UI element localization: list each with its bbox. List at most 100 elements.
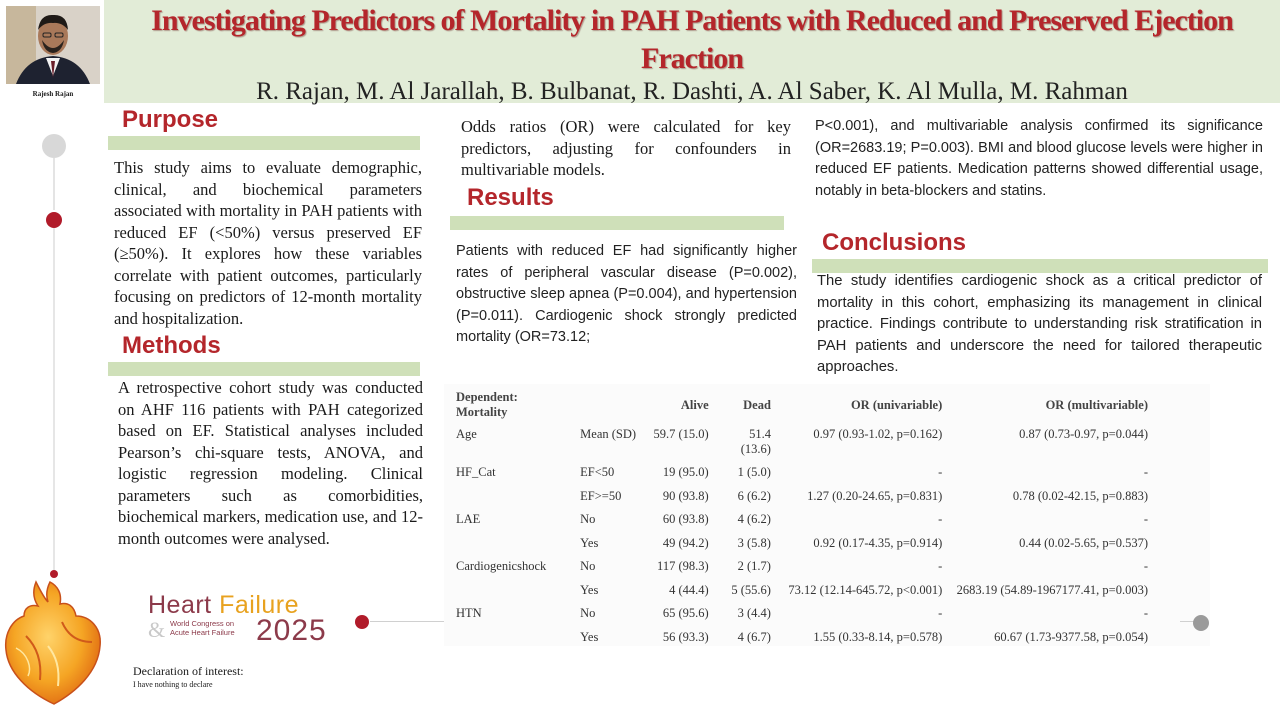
cell-variable xyxy=(452,630,576,654)
header-level xyxy=(576,390,643,419)
cell-or-multivariable: 2683.19 (54.89-1967177.41, p=0.003) xyxy=(956,582,1148,597)
table-row: Yes 56 (93.3) 4 (6.7) 1.55 (0.33-8.14, p=0.… xyxy=(452,630,1152,654)
purpose-heading: Purpose xyxy=(122,106,219,133)
cell-or-univariable: 1.55 (0.33-8.14, p=0.578) xyxy=(813,629,943,644)
timeline-dot-red xyxy=(46,212,62,228)
purpose-text: This study aims to evaluate demographic,… xyxy=(114,158,422,328)
poster-title: Investigating Predictors of Mortality in… xyxy=(151,4,1234,75)
cell-alive: 117 (98.3) xyxy=(657,559,709,573)
table-row: HTN No 65 (95.6) 3 (4.4) - - xyxy=(452,606,1152,630)
cell-variable: HTN xyxy=(456,606,482,620)
section-bar xyxy=(812,259,1268,273)
cell-dead: 5 (55.6) xyxy=(731,582,771,597)
cell-alive: 59.7 (15.0) xyxy=(653,427,709,441)
header-dependent-line2: Mortality xyxy=(456,404,508,419)
cell-level: Yes xyxy=(580,629,599,644)
cell-or-univariable: - xyxy=(938,465,943,479)
logo-subtitle-line2: Acute Heart Failure xyxy=(170,628,235,637)
table-row: Age Mean (SD) 59.7 (15.0) 51.4 (13.6) 0.97 (… xyxy=(452,427,1152,465)
logo-ampersand-mark: & xyxy=(148,617,166,642)
cell-alive: 65 (95.6) xyxy=(662,606,709,620)
cell-or-multivariable: - xyxy=(1143,512,1148,526)
cell-level: No xyxy=(580,606,596,620)
header-dead: Dead xyxy=(743,398,771,412)
cell-or-multivariable: - xyxy=(1143,606,1148,620)
methods-heading: Methods xyxy=(122,332,221,359)
timeline-line xyxy=(53,228,55,570)
methods-text: A retrospective cohort study was conduct… xyxy=(118,378,423,548)
cell-level: EF>=50 xyxy=(580,488,622,503)
cell-dead: 3 (5.8) xyxy=(737,535,771,550)
photo-caption: Rajesh Rajan xyxy=(32,90,74,98)
author-photo xyxy=(6,6,100,84)
cell-level: No xyxy=(580,559,596,573)
mortality-table: Dependent: Mortality Alive Dead OR (univ… xyxy=(452,390,1152,653)
logo-word-failure: Failure xyxy=(219,591,300,619)
cell-level: No xyxy=(580,512,596,526)
cell-dead: 3 (4.4) xyxy=(737,606,771,620)
declaration-text: I have nothing to declare xyxy=(133,680,213,689)
cell-or-univariable: - xyxy=(938,512,943,526)
cell-dead: 1 (5.0) xyxy=(737,465,771,479)
cell-or-univariable: - xyxy=(938,559,943,573)
cell-variable: Age xyxy=(456,427,477,441)
cell-or-multivariable: 0.78 (0.02-42.15, p=0.883) xyxy=(1012,488,1148,503)
cell-variable xyxy=(452,583,576,607)
cell-or-multivariable: 0.87 (0.73-0.97, p=0.044) xyxy=(1019,427,1148,441)
cell-or-univariable: 73.12 (12.14-645.72, p<0.001) xyxy=(788,582,943,597)
table-row: Cardiogenicshock No 117 (98.3) 2 (1.7) - - xyxy=(452,559,1152,583)
timeline-dot-grey xyxy=(42,134,66,158)
results-heading: Results xyxy=(467,184,554,211)
results-text-continued: P<0.001), and multivariable analysis con… xyxy=(815,118,1263,199)
table-row: HF_Cat EF<50 19 (95.0) 1 (5.0) - - xyxy=(452,465,1152,489)
methods-text-continued: Odds ratios (OR) were calculated for key… xyxy=(461,117,791,179)
cell-variable xyxy=(452,536,576,560)
conclusions-text: The study identifies cardiogenic shock a… xyxy=(817,273,1262,376)
heart-illustration xyxy=(2,576,106,708)
cell-variable xyxy=(452,489,576,513)
cell-or-multivariable: - xyxy=(1143,559,1148,573)
table-header-row: Dependent: Mortality Alive Dead OR (univ… xyxy=(452,390,1152,419)
cell-variable: HF_Cat xyxy=(456,465,496,479)
logo-year: 2025 xyxy=(256,614,327,647)
conclusions-heading: Conclusions xyxy=(822,229,967,256)
cell-level: Mean (SD) xyxy=(580,427,637,441)
cell-or-univariable: - xyxy=(938,606,943,620)
cell-dead: 4 (6.7) xyxy=(737,629,771,644)
table-row: LAE No 60 (93.8) 4 (6.2) - - xyxy=(452,512,1152,536)
heart-failure-2025-logo: Heart Failure & World Congress on Acute … xyxy=(148,591,348,651)
header-dependent-line1: Dependent: xyxy=(456,390,518,404)
declaration-label: Declaration of interest: xyxy=(133,664,244,678)
connector-dot-grey xyxy=(1193,615,1209,631)
cell-or-multivariable: - xyxy=(1143,465,1148,479)
table-row: EF>=50 90 (93.8) 6 (6.2) 1.27 (0.20-24.65, … xyxy=(452,489,1152,513)
cell-or-univariable: 0.97 (0.93-1.02, p=0.162) xyxy=(813,427,943,441)
header-or-multivariable: OR (multivariable) xyxy=(1045,398,1148,412)
cell-or-univariable: 0.92 (0.17-4.35, p=0.914) xyxy=(813,535,943,550)
cell-level: Yes xyxy=(580,582,599,597)
cell-alive: 4 (44.4) xyxy=(669,582,709,597)
cell-dead: 2 (1.7) xyxy=(737,559,771,573)
section-bar xyxy=(108,136,420,150)
table-body: Age Mean (SD) 59.7 (15.0) 51.4 (13.6) 0.97 (… xyxy=(452,427,1152,653)
cell-level: EF<50 xyxy=(580,465,615,479)
author-list: R. Rajan, M. Al Jarallah, B. Bulbanat, R… xyxy=(256,78,1128,105)
header-dependent: Dependent: Mortality xyxy=(452,390,576,419)
timeline-dot-red-small xyxy=(50,570,58,578)
section-bar xyxy=(108,362,420,376)
connector-line xyxy=(370,621,444,622)
logo-wordmark: Heart Failure xyxy=(148,591,299,620)
cell-or-multivariable: 0.44 (0.02-5.65, p=0.537) xyxy=(1019,535,1148,550)
cell-dead: 51.4 (13.6) xyxy=(740,427,771,456)
table-background xyxy=(444,384,1210,646)
author-portrait-image xyxy=(6,6,100,84)
cell-alive: 60 (93.8) xyxy=(662,512,709,526)
cell-variable: Cardiogenicshock xyxy=(456,559,547,573)
cell-variable: LAE xyxy=(456,512,481,526)
cell-level: Yes xyxy=(580,535,599,550)
cell-dead: 4 (6.2) xyxy=(737,512,771,526)
cell-alive: 49 (94.2) xyxy=(662,535,709,550)
table-row: Yes 49 (94.2) 3 (5.8) 0.92 (0.17-4.35, p=0.… xyxy=(452,536,1152,560)
header-alive: Alive xyxy=(680,398,709,412)
cell-or-univariable: 1.27 (0.20-24.65, p=0.831) xyxy=(807,488,943,503)
